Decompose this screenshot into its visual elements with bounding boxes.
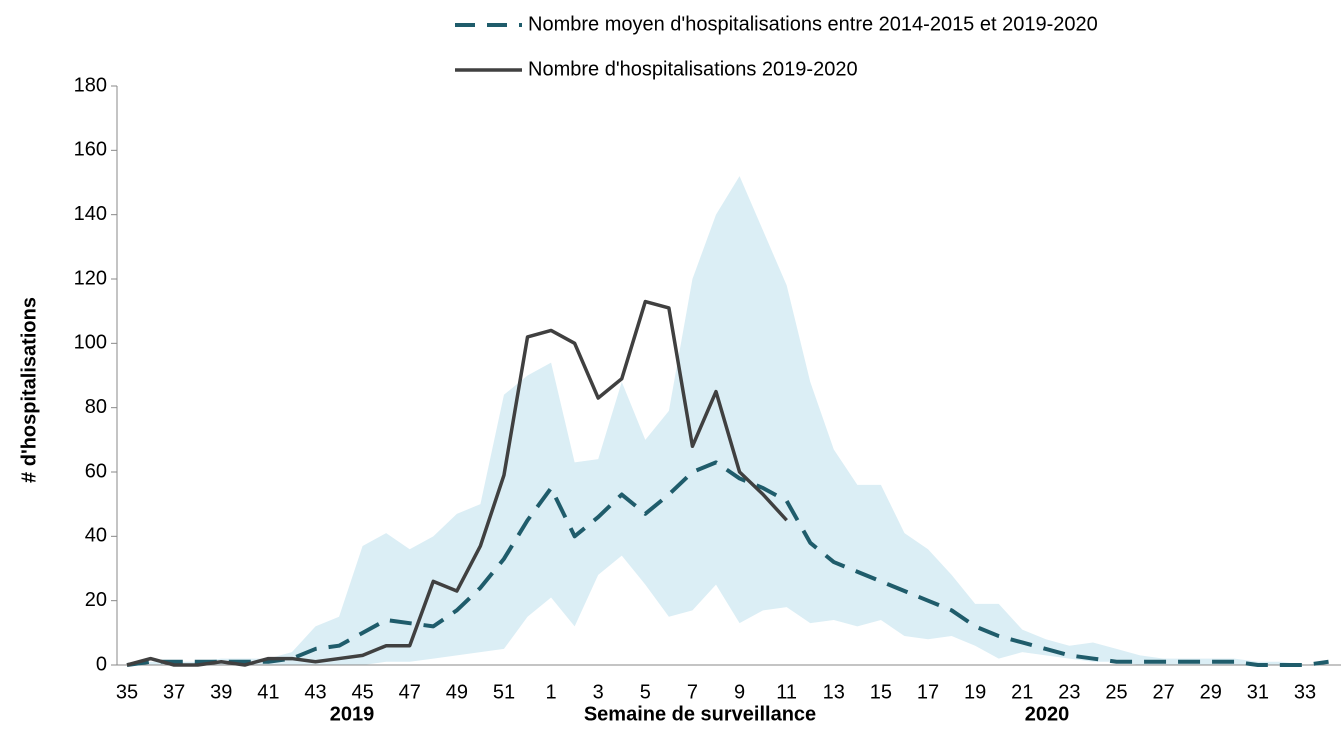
y-tick-label: 140 — [74, 203, 107, 225]
y-tick-label: 40 — [85, 525, 107, 547]
y-tick-label: 160 — [74, 139, 107, 161]
x-tick-label: 1 — [546, 681, 557, 703]
x-tick-label: 19 — [964, 681, 986, 703]
x-tick-label: 37 — [163, 681, 185, 703]
x-tick-label: 17 — [917, 681, 939, 703]
x-axis-title: Semaine de surveillance — [584, 703, 816, 725]
x-tick-label: 29 — [1200, 681, 1222, 703]
x-tick-label: 51 — [493, 681, 515, 703]
x-tick-label: 21 — [1011, 681, 1033, 703]
y-tick-label: 100 — [74, 332, 107, 354]
legend-label: Nombre d'hospitalisations 2019-2020 — [528, 58, 858, 80]
x-tick-label: 49 — [446, 681, 468, 703]
year-label: 2020 — [1025, 703, 1070, 725]
y-axis-title: # d'hospitalisations — [18, 297, 40, 483]
year-label: 2019 — [330, 703, 375, 725]
y-tick-label: 180 — [74, 74, 107, 96]
x-tick-label: 33 — [1294, 681, 1316, 703]
x-tick-label: 13 — [823, 681, 845, 703]
y-tick-label: 20 — [85, 589, 107, 611]
y-tick-label: 120 — [74, 267, 107, 289]
x-tick-label: 35 — [116, 681, 138, 703]
series-line — [126, 299, 788, 667]
x-tick-label: 31 — [1247, 681, 1269, 703]
x-tick-label: 9 — [734, 681, 745, 703]
x-tick-label: 47 — [399, 681, 421, 703]
x-tick-label: 7 — [687, 681, 698, 703]
x-tick-label: 39 — [210, 681, 232, 703]
x-tick-label: 15 — [870, 681, 892, 703]
x-tick-label: 23 — [1058, 681, 1080, 703]
legend-label: Nombre moyen d'hospitalisations entre 20… — [528, 13, 1098, 35]
y-tick-label: 0 — [96, 653, 107, 675]
x-tick-label: 5 — [640, 681, 651, 703]
x-tick-label: 41 — [257, 681, 279, 703]
x-tick-label: 11 — [776, 681, 797, 703]
x-tick-label: 27 — [1153, 681, 1175, 703]
range-band — [127, 176, 1329, 666]
y-tick-label: 60 — [85, 460, 107, 482]
x-tick-label: 25 — [1105, 681, 1127, 703]
series-line — [126, 460, 1329, 667]
x-tick-label: 43 — [304, 681, 326, 703]
x-tick-label: 3 — [593, 681, 604, 703]
x-tick-label: 45 — [351, 681, 373, 703]
y-tick-label: 80 — [85, 396, 107, 418]
